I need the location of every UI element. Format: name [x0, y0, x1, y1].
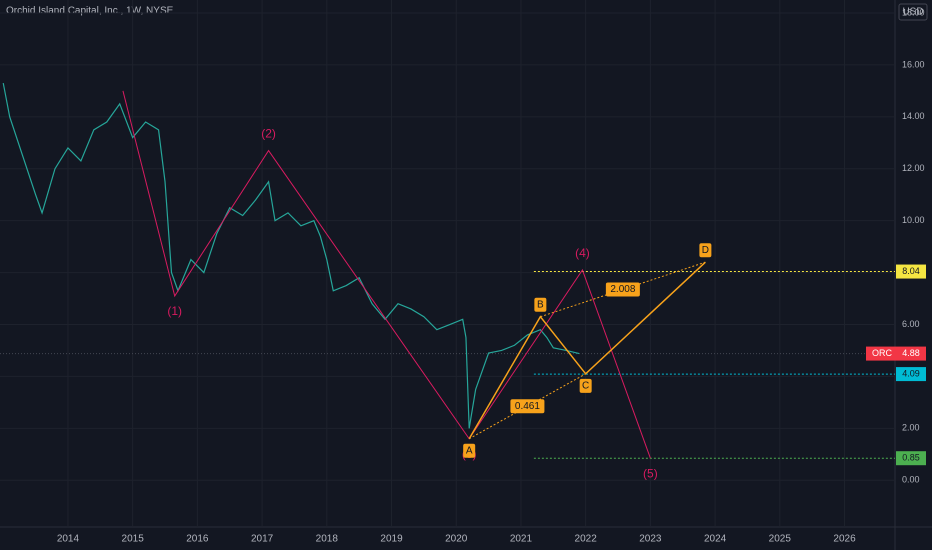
point-tag — [699, 243, 712, 258]
wave-line — [122, 90, 651, 459]
x-tick-label: 2016 — [186, 534, 209, 545]
point-label: A — [466, 445, 473, 456]
y-tick-label: 10.00 — [902, 215, 925, 225]
ratio-label: 2.008 — [610, 284, 635, 295]
y-tick-label: 18.00 — [902, 7, 925, 17]
x-tick-label: 2020 — [445, 534, 468, 545]
last-price-label: 4.88 — [902, 348, 920, 358]
y-tick-label: 0.00 — [902, 475, 920, 485]
point-label: B — [537, 299, 544, 310]
point-tag — [463, 443, 476, 458]
last-price-tag — [866, 346, 926, 361]
x-tick-label: 2018 — [316, 534, 339, 545]
x-tick-label: 2019 — [380, 534, 403, 545]
currency: USD — [902, 7, 923, 18]
x-tick-label: 2021 — [510, 534, 533, 545]
level-tag — [896, 451, 926, 466]
currency-box — [898, 3, 928, 21]
wave-label: (2) — [261, 127, 276, 141]
x-tick-label: 2015 — [122, 534, 145, 545]
x-tick-label: 2025 — [769, 534, 792, 545]
level-tag — [896, 264, 926, 279]
level-label: 4.09 — [902, 368, 920, 378]
x-tick-label: 2022 — [575, 534, 598, 545]
point-tag — [534, 297, 547, 312]
y-tick-label: 14.00 — [902, 111, 925, 121]
x-tick-label: 2023 — [639, 534, 662, 545]
chart-title: Orchid Island Capital, Inc., 1W, NYSE — [6, 6, 174, 17]
ratio-tag — [510, 399, 545, 414]
abcd-line — [468, 261, 706, 440]
y-tick-label: 2.00 — [902, 423, 920, 433]
ratio-tag — [605, 282, 640, 297]
x-tick-label: 2024 — [704, 534, 727, 545]
point-label: C — [582, 380, 589, 391]
y-tick-label: 12.00 — [902, 163, 925, 173]
ratio-label: 0.461 — [515, 401, 540, 412]
level-tag — [896, 367, 926, 382]
x-tick-label: 2014 — [57, 534, 80, 545]
price-line — [2, 82, 580, 429]
ratio-line — [540, 261, 706, 318]
point-label: D — [702, 245, 709, 256]
y-tick-label: 16.00 — [902, 59, 925, 69]
wave-label: (4) — [575, 246, 590, 260]
y-tick-label: 6.00 — [902, 319, 920, 329]
point-tag — [579, 378, 592, 393]
level-label: 0.85 — [902, 453, 920, 463]
last-price-name: ORC — [872, 348, 893, 358]
level-label: 8.04 — [902, 266, 920, 276]
wave-label: (5) — [643, 466, 658, 480]
wave-label: (1) — [167, 304, 182, 318]
x-tick-label: 2026 — [833, 534, 856, 545]
x-tick-label: 2017 — [251, 534, 274, 545]
